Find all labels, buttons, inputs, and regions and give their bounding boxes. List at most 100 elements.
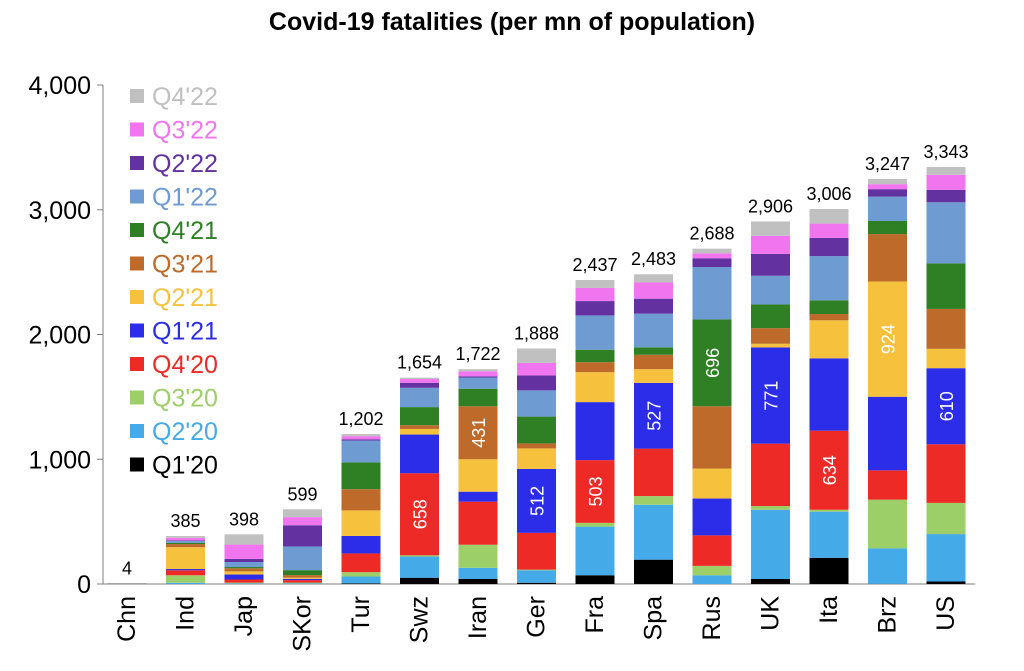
bar-segment (634, 504, 673, 560)
y-tick-label: 0 (77, 571, 91, 599)
total-label: 1,202 (338, 409, 383, 429)
bar-segment (634, 496, 673, 505)
bar-segment (692, 267, 732, 320)
total-label: 1,654 (397, 353, 442, 373)
bar-segment (926, 581, 966, 584)
total-label: 599 (287, 484, 317, 504)
bar-segment (283, 582, 322, 584)
bar-segment (926, 308, 966, 349)
bar-segment (458, 459, 498, 492)
data-label: 634 (820, 455, 840, 485)
bar-segment (926, 174, 966, 190)
x-tick-label: Ita (815, 596, 843, 624)
legend-label: Q1'20 (152, 452, 218, 480)
bar-segment (224, 583, 264, 584)
bar-segment (458, 406, 498, 460)
bar-segment (809, 237, 849, 257)
legend-label: Q4'22 (152, 83, 218, 111)
y-tick-label: 2,000 (28, 322, 91, 350)
bar-segment (283, 509, 322, 518)
bar-segment (224, 568, 264, 572)
data-label: 771 (762, 381, 782, 411)
bar-segment (634, 347, 673, 355)
bar-segment (926, 502, 966, 535)
bar-segment (283, 583, 322, 584)
bar-segment (868, 234, 907, 282)
x-tick-label: US (932, 596, 960, 631)
bar-segment (926, 263, 966, 309)
bar-segment (751, 253, 790, 276)
bar-segment (341, 576, 381, 584)
bar-segment (517, 390, 556, 417)
legend-swatch (130, 424, 144, 438)
bar-segment (809, 256, 849, 301)
bar-segment (166, 537, 205, 541)
bar-segment (166, 575, 205, 583)
legend-swatch (130, 357, 144, 371)
bar-segment (868, 220, 907, 235)
bar-segment (692, 253, 732, 259)
bar-segment (283, 525, 322, 547)
bar-segment (166, 540, 205, 543)
y-tick-label: 3,000 (28, 197, 91, 225)
legend-label: Q2'21 (152, 284, 218, 312)
bar-segment (400, 407, 439, 426)
bar-segment (575, 460, 615, 523)
data-label: 503 (586, 476, 606, 506)
x-tick-label: Ind (172, 596, 200, 631)
bar-segment (634, 298, 673, 314)
bar-segment (809, 223, 849, 238)
bar-segment (868, 189, 907, 197)
x-tick-label: SKor (289, 596, 317, 652)
bar-segment (575, 315, 615, 350)
bar-segment (517, 569, 556, 571)
bar-segment (400, 379, 439, 383)
legend-swatch (130, 256, 144, 271)
bar-segment (868, 184, 907, 190)
legend-label: Q4'20 (152, 351, 218, 379)
bar-segment (458, 491, 498, 502)
legend-label: Q4'21 (152, 217, 218, 245)
bar-segment (751, 443, 790, 507)
bar-segment (400, 473, 439, 556)
bar-segment (400, 434, 439, 474)
bar-segment (517, 362, 556, 376)
x-tick-label: Rus (698, 596, 726, 640)
legend-swatch (130, 223, 144, 237)
legend-swatch (130, 323, 144, 338)
bar-segment (517, 468, 556, 533)
chart-title: Covid-19 fatalities (per mn of populatio… (268, 8, 756, 36)
bar-segment (458, 376, 498, 378)
bar-segment (458, 579, 498, 584)
bar-segment (751, 275, 790, 305)
bar-segment (634, 313, 673, 348)
bar-segment (517, 416, 556, 444)
bar-segment (751, 343, 790, 348)
total-label: 3,006 (806, 184, 851, 204)
bar-segment (692, 468, 732, 499)
bar-segment (575, 301, 615, 316)
bar-segment (751, 509, 790, 580)
x-tick-label: Swz (406, 596, 434, 643)
bar-segment (341, 510, 381, 536)
bar-segment (283, 517, 322, 526)
bar-segment (517, 532, 556, 570)
bar-segment (224, 534, 264, 545)
legend-label: Q1'22 (152, 184, 218, 212)
bar-segment (458, 371, 498, 377)
legend-swatch (130, 89, 144, 103)
bar-segment (926, 368, 966, 445)
bar-segment (341, 462, 381, 490)
bar-segment (692, 498, 732, 536)
bar-segment (166, 570, 205, 576)
bar-segment (751, 506, 790, 510)
bar-segment (166, 547, 205, 570)
bar-segment (751, 221, 790, 236)
bar-segment (517, 448, 556, 469)
bar-segment (341, 553, 381, 573)
bar-segment (868, 548, 907, 584)
bar-segment (809, 430, 849, 510)
total-label: 2,437 (572, 255, 617, 275)
x-tick-label: Fra (581, 596, 609, 634)
